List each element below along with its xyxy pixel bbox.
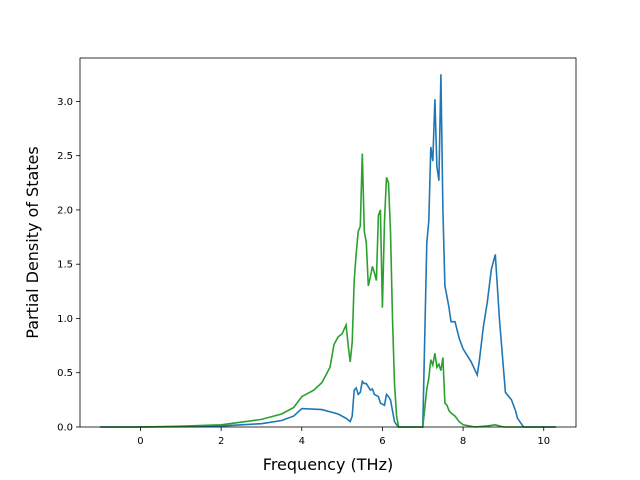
y-tick-label: 3.0 (57, 97, 73, 108)
y-tick-label: 2.0 (57, 205, 73, 216)
x-tick-label: 2 (218, 436, 224, 447)
y-axis-label: Partial Density of States (23, 146, 42, 338)
y-tick-label: 1.0 (57, 314, 73, 325)
x-tick-label: 6 (379, 436, 385, 447)
y-tick-label: 2.5 (57, 151, 73, 162)
plot-frame (79, 57, 577, 428)
y-axis-ticks: 0.0 0.5 1.0 1.5 2.0 2.5 3.0 (57, 97, 80, 434)
plot-background (80, 58, 576, 427)
x-tick-label: 4 (299, 436, 305, 447)
x-axis-label: Frequency (THz) (263, 455, 393, 474)
x-tick-label: 8 (460, 436, 466, 447)
series-line-2 (100, 153, 556, 428)
y-tick-label: 0.0 (57, 423, 73, 434)
y-tick-label: 1.5 (57, 260, 73, 271)
x-tick-label: 0 (137, 436, 143, 447)
x-axis-ticks: 0 2 4 6 8 10 (137, 427, 550, 447)
y-tick-label: 0.5 (57, 368, 73, 379)
x-tick-label: 10 (537, 436, 550, 447)
